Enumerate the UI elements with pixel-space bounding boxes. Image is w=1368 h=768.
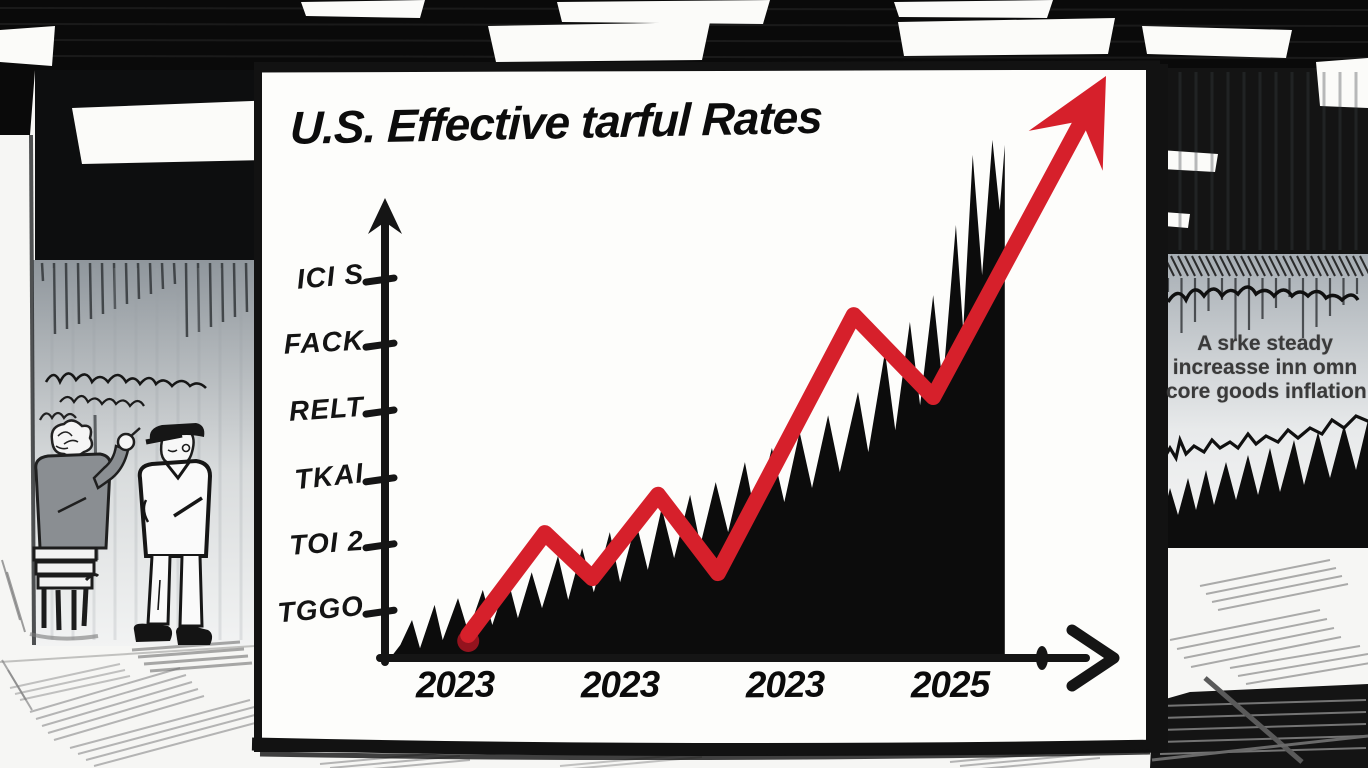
observer-body [137,458,213,558]
wall-scribble [59,394,145,408]
x-axis-tick [1036,646,1048,670]
side-note-line: core goods inflation [1166,380,1367,403]
x-tick-label: 2023 [415,663,495,706]
light-strip-icon [1316,58,1368,108]
y-tick-label: TOI 2 [288,524,365,561]
y-axis-tick [362,339,398,351]
side-note-line: A srke steady [1197,332,1333,355]
x-tick-label: 2023 [745,663,825,706]
light-strip-icon [1163,212,1190,228]
x-axis [376,624,1120,692]
presenter-shadow [29,632,99,641]
wall-scribble [44,372,207,389]
y-axis-tick [362,606,398,618]
y-axis-tick [362,406,398,418]
y-tick-label: FACK [282,324,365,360]
step-stool [32,546,100,631]
light-strip-icon [1160,150,1218,172]
corner-scribble-patch [1150,676,1368,768]
light-strip-icon [301,0,425,18]
y-axis-tick [362,540,398,552]
light-strip-icon [1142,26,1292,58]
series-group [390,76,1106,659]
x-axis-arrow-icon [1066,624,1120,692]
light-strip-icon [894,0,1053,18]
y-tick-label: RELT [287,390,365,427]
y-axis-tick [362,274,398,286]
presenter-figure [29,419,141,641]
light-strip-icon [488,22,710,62]
chart [362,76,1120,692]
x-tick-label: 2023 [580,663,660,706]
right-wall [1160,72,1368,548]
mountain-strip [1162,420,1368,548]
observer-shoe [176,625,213,645]
observer-figure [131,423,253,673]
area-series [390,139,1005,659]
pointer-stick [1151,734,1368,762]
presenter-arm [92,444,130,490]
pointer-stick [1203,676,1304,764]
line-series [460,101,1096,643]
ceiling-lights [0,0,1368,228]
wall-scribble [39,411,77,421]
y-axis [362,198,402,666]
floor [0,559,1368,768]
presenter-hair [50,419,94,458]
presenter-body [34,452,112,550]
x-tick-label: 2025 [910,663,990,706]
light-strip-icon [72,100,278,164]
observer-shoe [133,623,173,642]
side-note: A srke steady increasse inn omn core goo… [1166,332,1367,404]
side-note-line: increasse inn omn [1172,356,1358,379]
y-axis-arrow-icon [368,198,402,234]
light-strip-icon [0,26,55,66]
red-up-arrow-icon [1028,76,1106,171]
y-axis-tick [362,474,398,486]
whiteboard-frame [1146,64,1168,752]
wall-scribble [1160,414,1368,463]
light-strip-icon [898,18,1115,56]
presenter-hand [116,432,136,452]
light-strip-icon [557,0,770,24]
wall-scribble [1166,285,1360,304]
